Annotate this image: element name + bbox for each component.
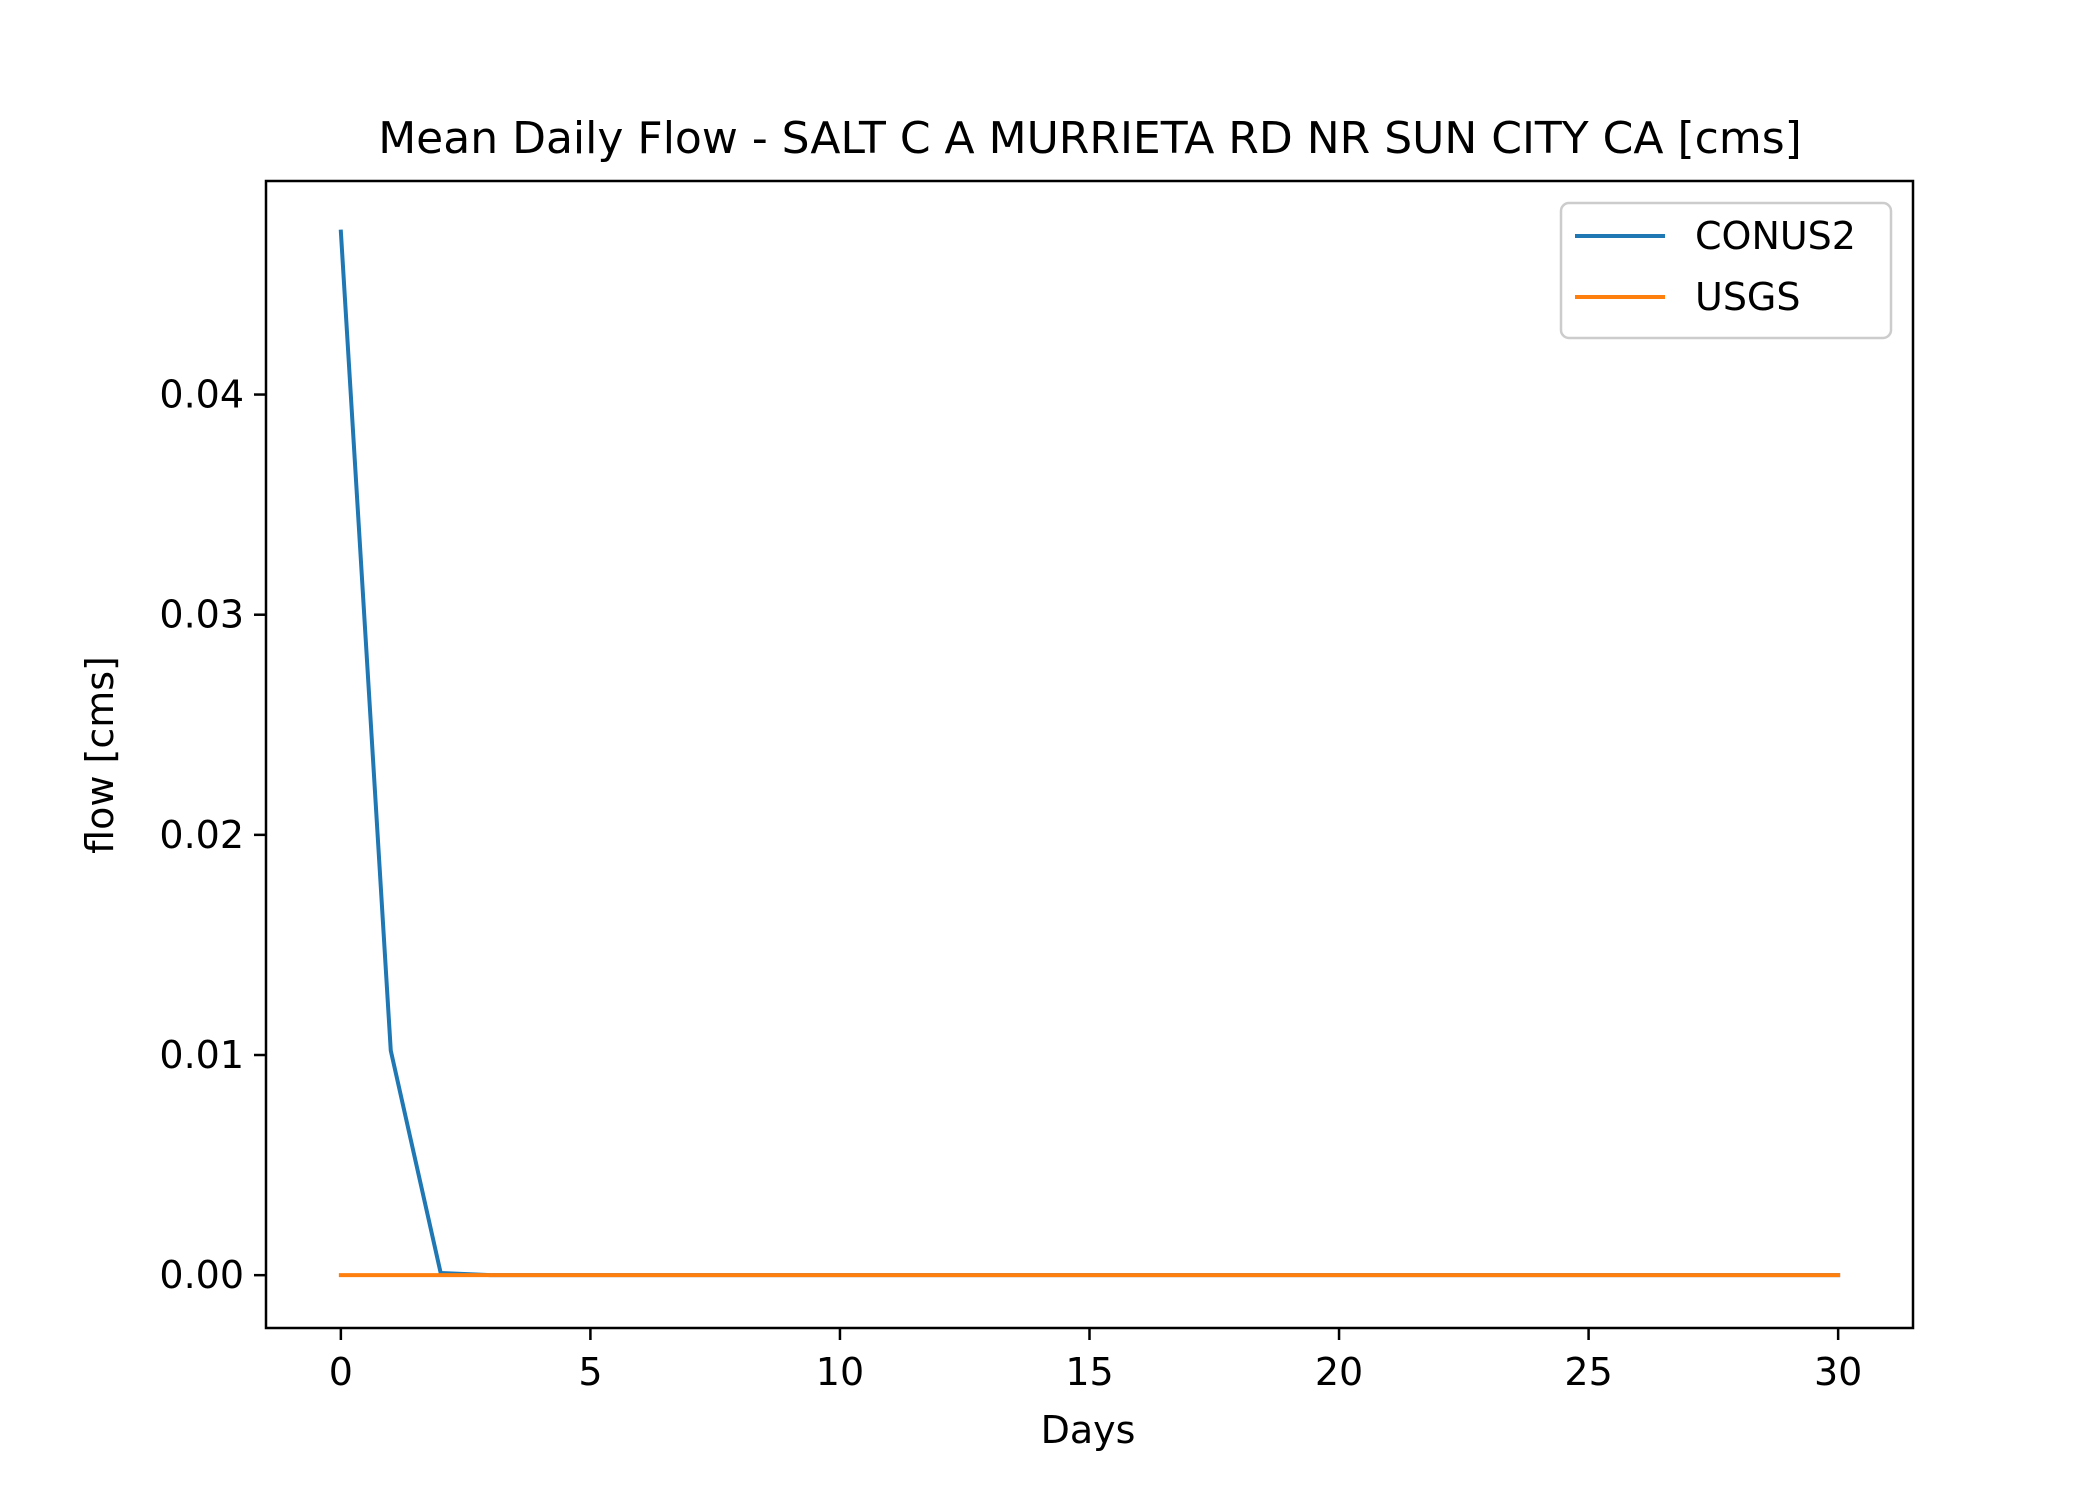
x-tick-label: 5: [578, 1350, 602, 1394]
series-line-conus2: [338, 229, 1841, 1278]
x-tick-label: 0: [329, 1350, 353, 1394]
x-tick-label: 10: [816, 1350, 864, 1394]
plot-area: [338, 229, 1841, 1278]
x-tick-label: 20: [1315, 1350, 1363, 1394]
y-tick-label: 0.03: [159, 593, 244, 637]
y-tick-label: 0.02: [159, 813, 244, 857]
x-tick-label: 30: [1814, 1350, 1862, 1394]
legend-label-usgs: USGS: [1695, 275, 1801, 319]
axes-frame: [264, 179, 1915, 1330]
y-tick-label: 0.04: [159, 373, 244, 417]
legend-label-conus2: CONUS2: [1695, 214, 1856, 258]
legend: CONUS2 USGS: [1559, 201, 1893, 340]
x-tick-label: 25: [1564, 1350, 1612, 1394]
y-tick-label: 0.00: [159, 1253, 244, 1297]
x-axis: 0 5 10 15 20 25 30: [329, 1328, 1862, 1394]
x-axis-label: Days: [1041, 1408, 1136, 1452]
chart-title: Mean Daily Flow - SALT C A MURRIETA RD N…: [378, 113, 1802, 164]
y-tick-label: 0.01: [159, 1033, 244, 1077]
y-axis-label: flow [cms]: [78, 656, 122, 854]
y-axis: 0.00 0.01 0.02 0.03 0.04: [159, 373, 266, 1297]
x-tick-label: 15: [1065, 1350, 1113, 1394]
